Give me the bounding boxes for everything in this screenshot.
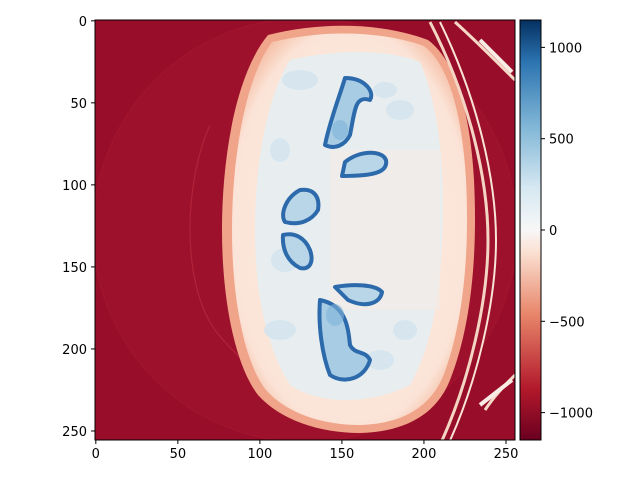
x-tick-label: 200 bbox=[412, 447, 437, 462]
y-tick-label: 200 bbox=[62, 343, 87, 358]
x-axis: 0 50 100 150 200 250 bbox=[92, 440, 519, 462]
y-tick-label: 250 bbox=[62, 425, 87, 440]
x-tick-label: 50 bbox=[170, 447, 187, 462]
colorbar-tick-label: 1000 bbox=[549, 41, 582, 56]
ct-image bbox=[95, 20, 515, 440]
colorbar-axis: 1000 500 0 −500 −1000 bbox=[541, 41, 593, 422]
y-tick-label: 100 bbox=[62, 179, 87, 194]
x-tick-label: 150 bbox=[330, 447, 355, 462]
colorbar-tick-label: 500 bbox=[549, 133, 574, 148]
y-tick-label: 0 bbox=[79, 15, 87, 30]
x-tick-label: 0 bbox=[92, 447, 100, 462]
y-tick-label: 150 bbox=[62, 261, 87, 276]
image-frame bbox=[94, 19, 516, 441]
y-tick-label: 50 bbox=[70, 97, 87, 112]
colorbar-tick-label: −1000 bbox=[549, 407, 593, 422]
colorbar-tick-label: 0 bbox=[549, 224, 557, 239]
colorbar-tick-label: −500 bbox=[549, 315, 585, 330]
colorbar-gradient bbox=[520, 20, 541, 440]
colorbar: 1000 500 0 −500 −1000 bbox=[519, 19, 593, 441]
x-tick-label: 100 bbox=[247, 447, 272, 462]
y-axis: 0 50 100 150 200 250 bbox=[62, 15, 95, 440]
x-tick-label: 250 bbox=[494, 447, 519, 462]
